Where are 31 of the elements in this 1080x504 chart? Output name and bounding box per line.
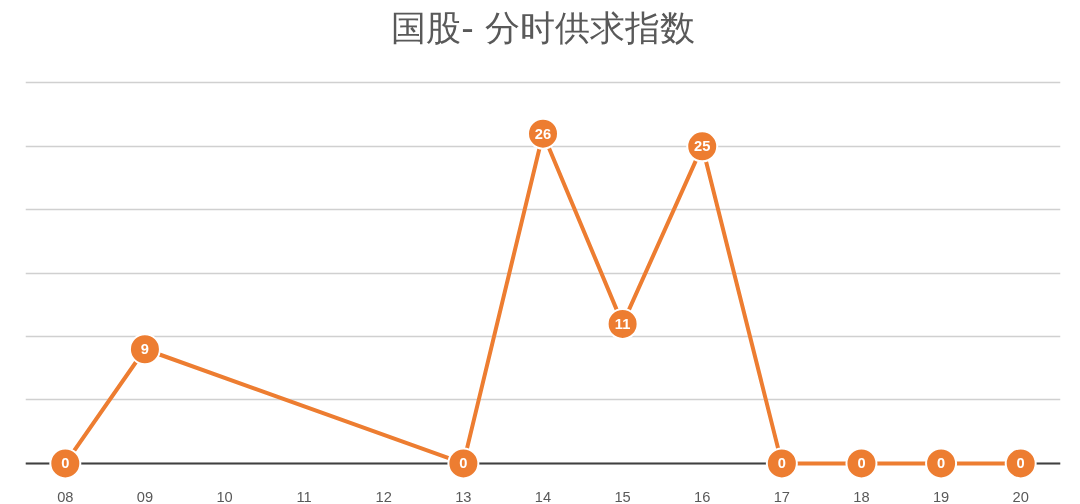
data-label: 0 [1016,455,1025,472]
point [128,333,161,366]
data-label: 0 [857,455,866,472]
point [447,447,480,480]
data-label: 11 [614,315,631,332]
x-tick-label: 17 [773,488,791,504]
data-label: 0 [459,455,468,472]
x-tick-label: 12 [375,488,392,504]
x-tick-label: 20 [1012,488,1029,504]
x-tick-label: 16 [694,488,711,504]
point [765,447,798,480]
x-tick-label: 11 [296,488,312,504]
data-label: 26 [534,125,552,142]
x-tick-label: 09 [136,488,154,504]
point [925,447,958,480]
chart-title: 国股- 分时供求指数 [391,7,695,48]
x-tick-label: 15 [614,488,631,504]
data-label: 9 [140,341,149,358]
x-tick-label: 19 [932,488,950,504]
x-tick-label: 08 [57,488,74,504]
x-tick-label: 13 [455,488,472,504]
data-label: 0 [61,455,70,472]
point [1004,447,1037,480]
x-tick-label: 10 [216,488,233,504]
x-tick-label: 14 [534,488,552,504]
data-label: 0 [937,455,946,472]
data-label: 25 [694,138,711,155]
point [49,447,82,480]
data-label: 0 [777,455,786,472]
x-tick-label: 18 [853,488,870,504]
point [845,447,878,480]
